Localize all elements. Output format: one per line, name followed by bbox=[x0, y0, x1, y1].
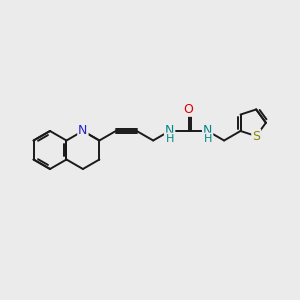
Text: N: N bbox=[203, 124, 212, 137]
Text: H: H bbox=[203, 134, 212, 143]
Text: N: N bbox=[78, 124, 88, 137]
Text: O: O bbox=[184, 103, 194, 116]
Text: N: N bbox=[165, 124, 174, 137]
Text: H: H bbox=[165, 134, 174, 143]
Text: S: S bbox=[252, 130, 260, 142]
